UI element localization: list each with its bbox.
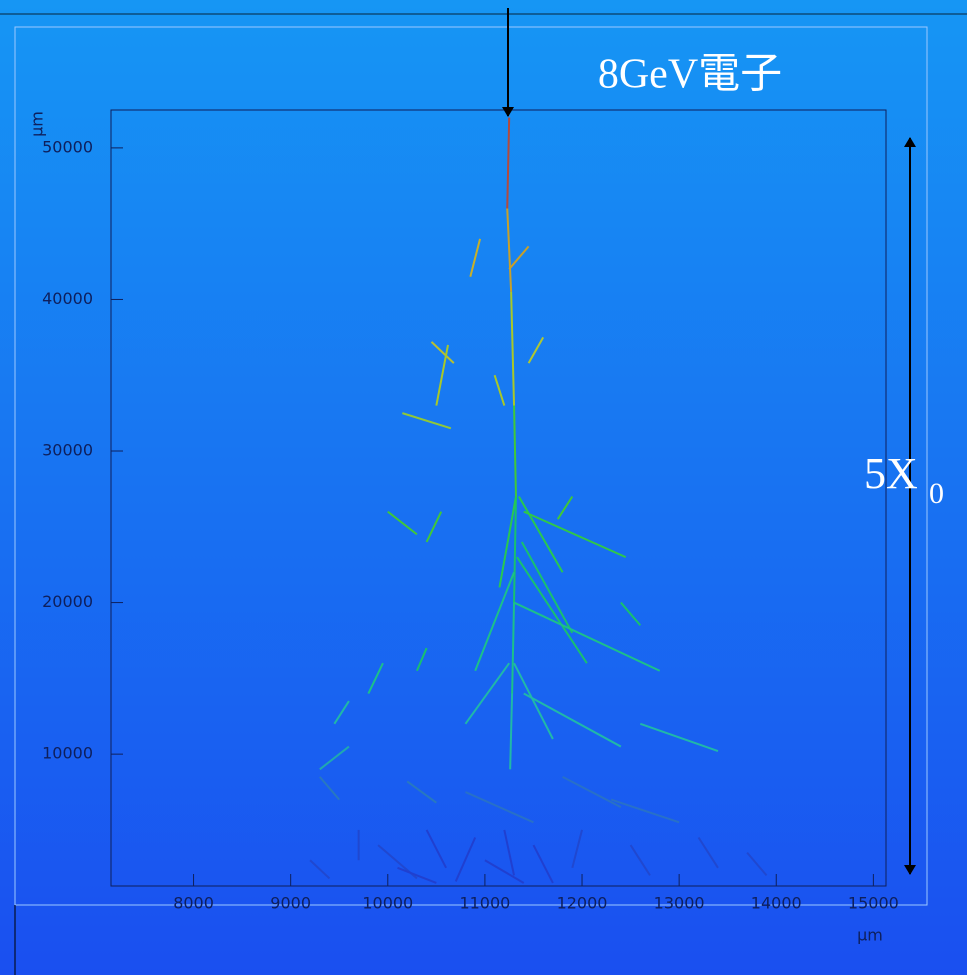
- track-segment: [402, 412, 452, 430]
- y-tick-label: 10000: [42, 744, 93, 763]
- track-segment: [511, 602, 516, 694]
- track-segment: [510, 291, 516, 406]
- x-tick-label: 10000: [362, 894, 413, 913]
- track-segment: [746, 852, 768, 877]
- x-tick-label: 13000: [654, 894, 705, 913]
- track-segment: [498, 496, 517, 588]
- y-tick-label: 50000: [42, 137, 93, 156]
- slide-frame: [14, 26, 928, 906]
- track-segment: [425, 829, 447, 869]
- track-segment: [629, 844, 651, 876]
- track-segment: [556, 495, 574, 520]
- track-segment: [464, 662, 510, 725]
- track-segment: [610, 798, 680, 824]
- track-segment: [465, 791, 534, 824]
- track-segment: [484, 859, 525, 884]
- track-segment: [697, 836, 719, 869]
- track-segment: [518, 495, 564, 573]
- track-segment: [503, 829, 516, 876]
- x-tick-label: 8000: [173, 894, 214, 913]
- x-tick-label: 14000: [751, 894, 802, 913]
- track-segment: [513, 662, 554, 740]
- track-segment: [435, 344, 449, 406]
- track-segment: [516, 556, 588, 664]
- track-segment: [406, 780, 437, 804]
- x-tick-label: 12000: [557, 894, 608, 913]
- track-segment: [520, 541, 574, 634]
- y-axis-label: μm: [28, 111, 47, 137]
- track-segment: [508, 245, 530, 270]
- track-segment: [506, 117, 511, 209]
- track-segment: [333, 700, 350, 725]
- plot-area: [309, 117, 768, 884]
- track-segment: [493, 374, 506, 406]
- track-segment: [319, 776, 340, 801]
- track-segment: [425, 511, 443, 543]
- x-tick-label: 9000: [270, 894, 311, 913]
- track-segment: [309, 859, 331, 880]
- depth-label: 5X: [864, 449, 918, 498]
- track-segment: [523, 692, 622, 748]
- track-segment: [367, 662, 384, 694]
- track-segment: [397, 866, 437, 884]
- y-tick-label: 40000: [42, 289, 93, 308]
- y-tick-label: 20000: [42, 592, 93, 611]
- plot-frame: [110, 109, 887, 887]
- track-segment: [523, 510, 627, 559]
- x-tick-label: 15000: [848, 894, 899, 913]
- track-segment: [620, 601, 642, 626]
- chart-title: 8GeV電子: [598, 52, 782, 98]
- track-segment: [474, 571, 515, 672]
- track-segment: [562, 775, 622, 809]
- track-segment: [639, 722, 719, 753]
- depth-label-subscript: 0: [929, 477, 944, 510]
- y-tick-label: 30000: [42, 441, 93, 460]
- track-segment: [506, 208, 513, 292]
- track-segment: [509, 693, 514, 770]
- track-segment: [454, 837, 477, 882]
- track-segment: [532, 844, 554, 884]
- track-segment: [319, 745, 350, 771]
- track-segment: [387, 510, 418, 536]
- track-segment: [513, 601, 661, 672]
- x-tick-label: 11000: [459, 894, 510, 913]
- track-segment: [571, 829, 583, 869]
- track-segment: [513, 405, 517, 497]
- track-segment: [513, 496, 517, 603]
- track-segment: [527, 336, 545, 364]
- track-segment: [469, 238, 482, 277]
- track-segment: [416, 647, 428, 672]
- x-axis-label: μm: [857, 926, 883, 945]
- track-segment: [430, 341, 455, 364]
